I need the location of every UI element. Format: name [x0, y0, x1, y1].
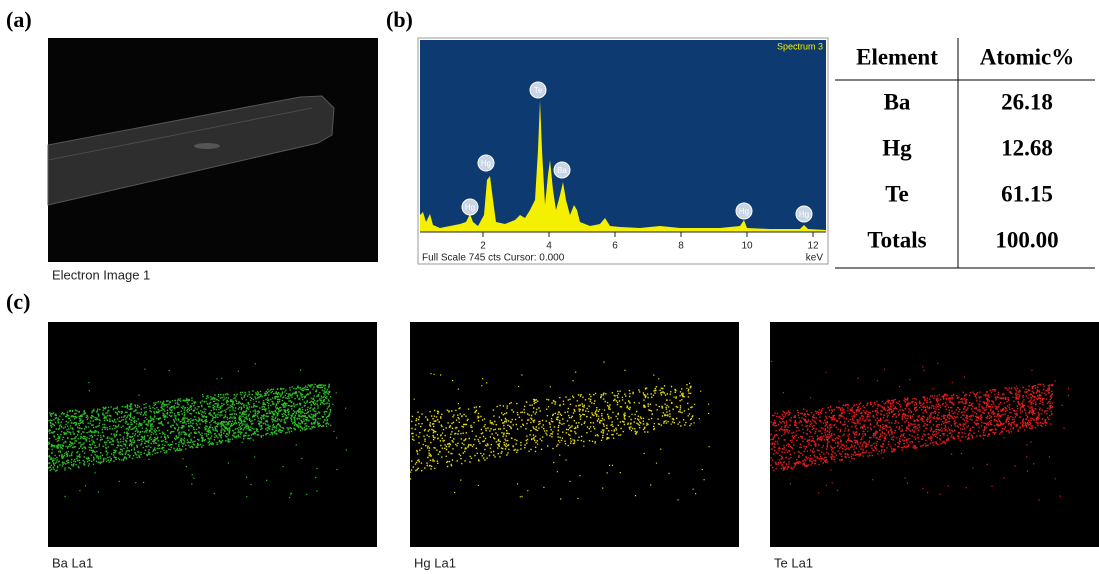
panel-label: (a)	[6, 7, 32, 32]
table-header: Element	[856, 44, 938, 69]
table-cell: 12.68	[1001, 135, 1053, 160]
element-map	[410, 322, 739, 547]
spectrum-title: Spectrum 3	[777, 41, 823, 51]
spectrum-unit: keV	[806, 253, 824, 264]
peak-label: Hg	[739, 207, 749, 216]
peak-label: Ba	[557, 166, 567, 175]
peak-label: Hg	[465, 203, 475, 212]
rod-defect	[194, 143, 220, 149]
spectrum-plot	[420, 40, 826, 232]
tick-label: 2	[480, 241, 486, 252]
map-caption: Hg La1	[414, 555, 456, 570]
table-cell: 61.15	[1001, 181, 1053, 206]
peak-marker	[461, 198, 479, 216]
image-caption: Electron Image 1	[52, 267, 150, 282]
tick-label: 12	[807, 241, 819, 252]
table-header: Atomic%	[980, 44, 1075, 69]
tick-label: 10	[741, 241, 753, 252]
peak-marker	[735, 202, 753, 220]
peak-marker	[553, 161, 571, 179]
map-caption: Ba La1	[52, 555, 93, 570]
peak-marker	[795, 205, 813, 223]
panel-label: (b)	[386, 7, 413, 32]
table-cell: Ba	[884, 89, 911, 114]
peak-marker	[477, 154, 495, 172]
peak-label: Te	[534, 86, 543, 95]
panel-label: (c)	[6, 289, 30, 314]
table-cell: 100.00	[995, 227, 1058, 252]
peak-marker	[529, 81, 547, 99]
map-dots	[770, 360, 1069, 501]
tick-label: 8	[678, 241, 684, 252]
peak-label: Hg	[799, 210, 809, 219]
spectrum-footer: Full Scale 745 cts Cursor: 0.000	[422, 253, 565, 264]
tick-label: 6	[612, 241, 618, 252]
rod	[47, 95, 335, 206]
table-cell: 26.18	[1001, 89, 1053, 114]
rod-edge	[47, 107, 313, 161]
table-cell: Totals	[867, 227, 926, 252]
table-cell: Hg	[882, 135, 912, 160]
tick-label: 4	[546, 241, 552, 252]
table-cell: Te	[885, 181, 908, 206]
peak-label: Hg	[481, 159, 491, 168]
element-map	[48, 322, 377, 547]
map-caption: Te La1	[774, 555, 813, 570]
